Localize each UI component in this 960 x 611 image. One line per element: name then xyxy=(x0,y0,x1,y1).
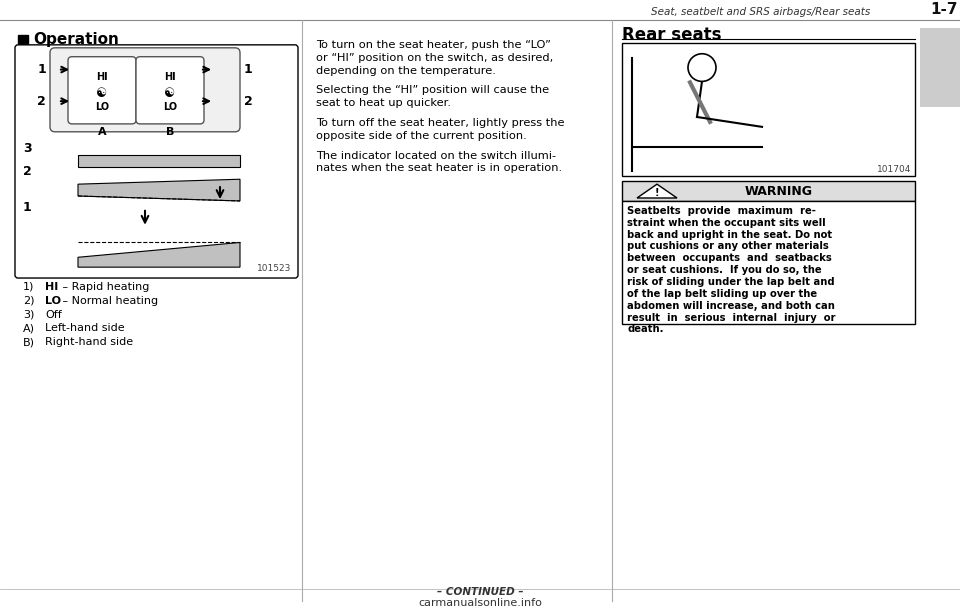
Text: seat to heat up quicker.: seat to heat up quicker. xyxy=(316,98,451,108)
Bar xyxy=(18,35,28,45)
Text: of the lap belt sliding up over the: of the lap belt sliding up over the xyxy=(627,289,817,299)
Text: back and upright in the seat. Do not: back and upright in the seat. Do not xyxy=(627,230,832,240)
Text: Seatbelts  provide  maximum  re-: Seatbelts provide maximum re- xyxy=(627,206,816,216)
Text: 2: 2 xyxy=(244,95,252,108)
Text: death.: death. xyxy=(627,324,663,334)
Text: opposite side of the current position.: opposite side of the current position. xyxy=(316,131,527,141)
Text: LO: LO xyxy=(163,102,177,112)
Text: result  in  serious  internal  injury  or: result in serious internal injury or xyxy=(627,313,835,323)
Text: A: A xyxy=(98,127,107,137)
Text: or seat cushions.  If you do so, the: or seat cushions. If you do so, the xyxy=(627,265,822,275)
Text: Off: Off xyxy=(45,310,61,320)
Text: 101523: 101523 xyxy=(256,264,291,273)
Text: straint when the occupant sits well: straint when the occupant sits well xyxy=(627,218,826,228)
Text: 1: 1 xyxy=(37,63,46,76)
Polygon shape xyxy=(637,184,677,198)
Text: Seat, seatbelt and SRS airbags/Rear seats: Seat, seatbelt and SRS airbags/Rear seat… xyxy=(651,7,870,17)
Text: ☯: ☯ xyxy=(96,87,108,100)
Text: put cushions or any other materials: put cushions or any other materials xyxy=(627,241,828,252)
Text: A): A) xyxy=(23,323,35,334)
Polygon shape xyxy=(78,155,240,167)
FancyBboxPatch shape xyxy=(15,45,298,278)
Text: Rear seats: Rear seats xyxy=(622,26,722,44)
Bar xyxy=(622,181,915,201)
Text: To turn off the seat heater, lightly press the: To turn off the seat heater, lightly pre… xyxy=(316,118,564,128)
Text: 1-7: 1-7 xyxy=(930,2,958,17)
Text: – Normal heating: – Normal heating xyxy=(59,296,158,306)
Text: ☯: ☯ xyxy=(164,87,176,100)
Text: B): B) xyxy=(23,337,35,347)
Text: 2): 2) xyxy=(23,296,35,306)
Text: LO: LO xyxy=(95,102,109,112)
Circle shape xyxy=(688,54,716,81)
Text: 1: 1 xyxy=(23,202,32,214)
Text: 1: 1 xyxy=(244,63,252,76)
Text: 2: 2 xyxy=(37,95,46,108)
Text: HI: HI xyxy=(164,72,176,82)
FancyBboxPatch shape xyxy=(50,48,240,132)
Bar xyxy=(920,28,960,107)
Text: 3: 3 xyxy=(23,142,32,155)
Text: – Rapid heating: – Rapid heating xyxy=(59,282,150,292)
Bar xyxy=(622,43,915,176)
Text: HI: HI xyxy=(96,72,108,82)
Text: carmanualsonline.info: carmanualsonline.info xyxy=(418,598,542,608)
FancyBboxPatch shape xyxy=(136,57,204,124)
Text: nates when the seat heater is in operation.: nates when the seat heater is in operati… xyxy=(316,163,563,174)
Text: Selecting the “HI” position will cause the: Selecting the “HI” position will cause t… xyxy=(316,86,549,95)
Text: The indicator located on the switch illumi-: The indicator located on the switch illu… xyxy=(316,150,556,161)
Text: Left-hand side: Left-hand side xyxy=(45,323,125,334)
Text: WARNING: WARNING xyxy=(745,185,812,197)
Text: Operation: Operation xyxy=(33,32,119,48)
Text: Right-hand side: Right-hand side xyxy=(45,337,133,347)
Text: or “HI” position on the switch, as desired,: or “HI” position on the switch, as desir… xyxy=(316,53,553,63)
Text: HI: HI xyxy=(45,282,59,292)
Bar xyxy=(622,201,915,324)
FancyBboxPatch shape xyxy=(68,57,136,124)
Text: 1): 1) xyxy=(23,282,35,292)
Text: 101704: 101704 xyxy=(876,166,911,174)
Text: 3): 3) xyxy=(23,310,35,320)
Text: risk of sliding under the lap belt and: risk of sliding under the lap belt and xyxy=(627,277,834,287)
Text: 2: 2 xyxy=(23,165,32,178)
Text: – CONTINUED –: – CONTINUED – xyxy=(437,587,523,597)
Text: To turn on the seat heater, push the “LO”: To turn on the seat heater, push the “LO… xyxy=(316,40,551,50)
Text: B: B xyxy=(166,127,174,137)
Text: between  occupants  and  seatbacks: between occupants and seatbacks xyxy=(627,254,831,263)
Text: !: ! xyxy=(655,188,660,198)
Text: LO: LO xyxy=(45,296,61,306)
Polygon shape xyxy=(78,243,240,267)
Text: abdomen will increase, and both can: abdomen will increase, and both can xyxy=(627,301,835,311)
Text: depending on the temperature.: depending on the temperature. xyxy=(316,65,496,76)
Polygon shape xyxy=(78,179,240,201)
